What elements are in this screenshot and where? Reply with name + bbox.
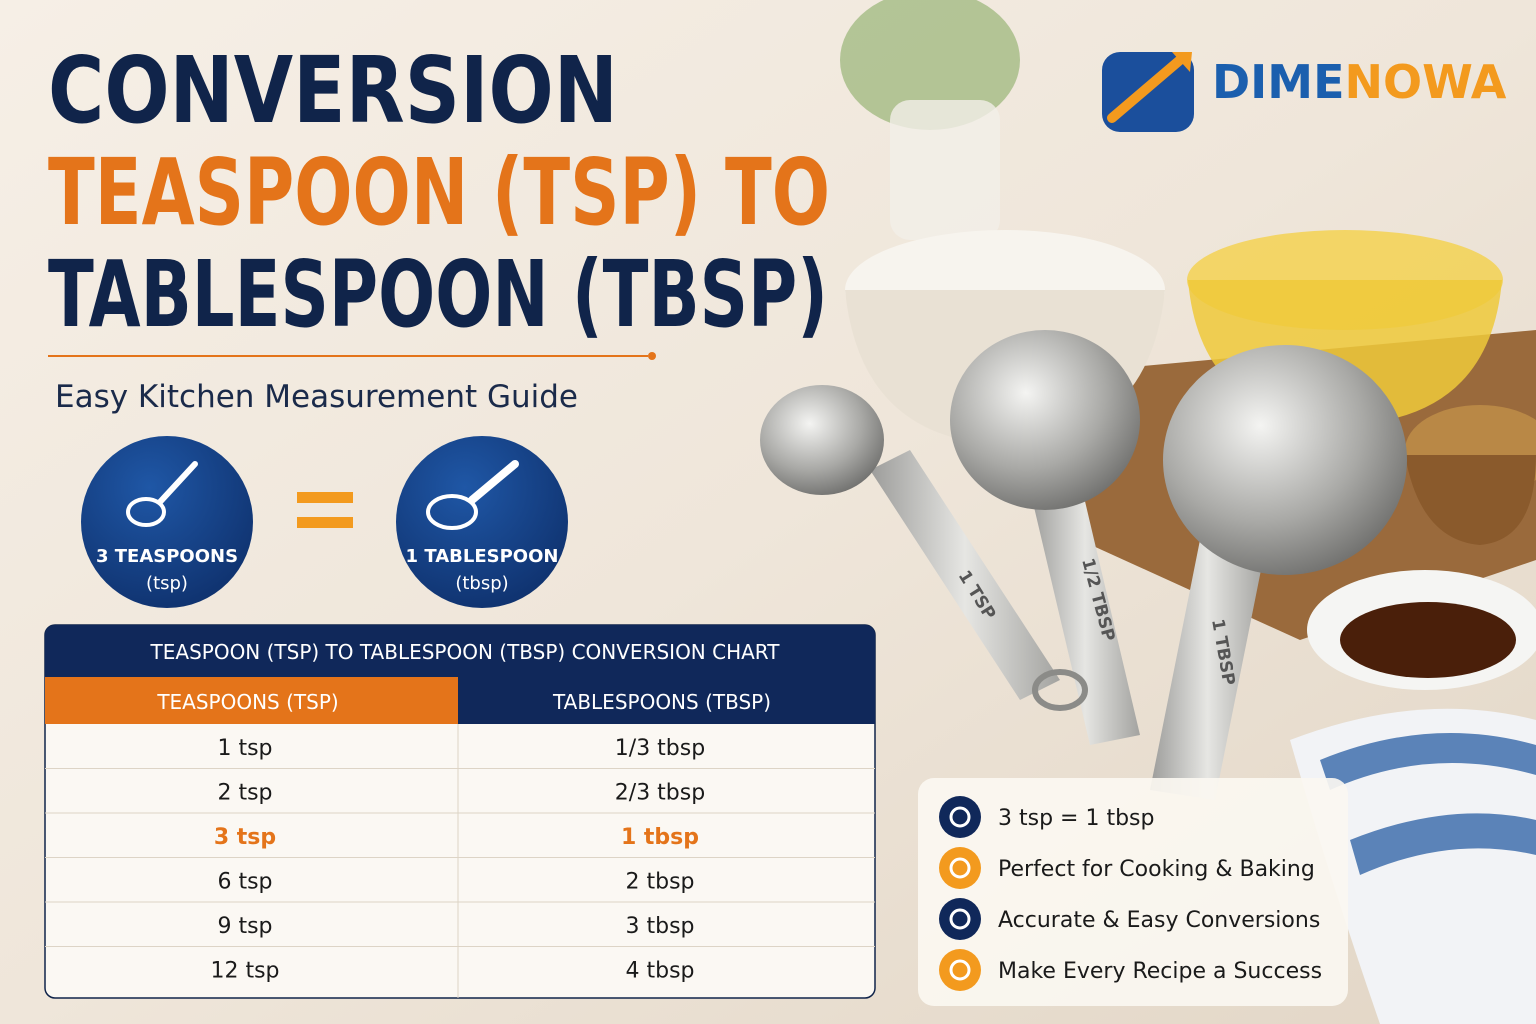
spoon-handle [870, 450, 1060, 700]
sugar-bowl [1405, 455, 1536, 545]
header-cell [458, 677, 875, 724]
equation-unit: (tbsp) [455, 573, 508, 594]
cell: 1 tsp [217, 736, 272, 761]
subtitle: Easy Kitchen Measurement Guide [55, 379, 578, 415]
cell: 9 tsp [217, 914, 272, 939]
feature-icon-inner [949, 959, 971, 981]
cell: 3 tsp [214, 825, 276, 850]
feature-icon-inner [949, 857, 971, 879]
spoon-bowl [950, 330, 1140, 510]
sauce [1340, 602, 1516, 678]
divider-dot [648, 352, 656, 360]
spoon-icon [157, 461, 198, 505]
equation-label: 3 TEASPOONS [96, 546, 238, 567]
table-title: TEASPOON (TSP) TO TABLESPOON (TBSP) CONV… [150, 640, 781, 664]
feature-icon [939, 796, 981, 838]
spoons: 1 TSP 1/2 TBSP 1 TBSP [760, 330, 1407, 800]
title-line: CONVERSION [48, 37, 618, 144]
spoon-icon [426, 494, 478, 530]
table-title-bar [45, 625, 875, 677]
header: TABLESPOONS (TBSP) [552, 690, 771, 714]
cell: 2 tbsp [625, 870, 694, 895]
equals [297, 492, 353, 503]
cell: 1 tbsp [621, 825, 699, 850]
feature: Perfect for Cooking & Baking [998, 857, 1315, 882]
title-line: TABLESPOON (TBSP) [48, 241, 828, 348]
cell: 3 tbsp [625, 914, 694, 939]
spoon-handle [1030, 480, 1140, 745]
spoon-bowl [760, 385, 884, 495]
header-cell [45, 677, 458, 724]
logo-part: DIME [1212, 55, 1345, 109]
plant [840, 0, 1020, 130]
features-panel [918, 778, 1348, 1006]
logo-arrow-head [1172, 52, 1192, 72]
feature: Make Every Recipe a Success [998, 959, 1322, 984]
equation-label: 1 TABLESPOON [406, 546, 559, 567]
circle [81, 436, 253, 608]
towel-stripe [1320, 733, 1536, 790]
spoon-icon [468, 460, 519, 504]
title-line: TEASPOON (TSP) TO [48, 139, 830, 246]
cell: 12 tsp [210, 959, 279, 984]
equals [297, 517, 353, 528]
feature-icon [939, 847, 981, 889]
features: 3 tsp = 1 tbsp Perfect for Cooking & Baki… [918, 778, 1348, 1006]
towel [1290, 708, 1536, 1024]
equation: 3 TEASPOONS (tsp) 1 TABLESPOON (tbsp) [81, 436, 568, 608]
logo-part: NOWA [1345, 55, 1507, 109]
logo-arrow [1107, 55, 1185, 123]
circle [396, 436, 568, 608]
towel-stripe [1350, 813, 1536, 875]
spoon-icon [126, 497, 166, 527]
spoon-handle [1150, 540, 1265, 800]
ring [1032, 669, 1088, 711]
feature-icon-inner [949, 908, 971, 930]
equation-unit: (tsp) [146, 573, 188, 594]
conversion-table: TEASPOON (TSP) TO TABLESPOON (TBSP) CONV… [44, 624, 876, 999]
feature-icon [939, 949, 981, 991]
feature-icon-inner [949, 806, 971, 828]
cell: 4 tbsp [625, 959, 694, 984]
cell: 6 tsp [217, 870, 272, 895]
logo-text: DIMENOWA [1212, 55, 1507, 109]
feature: Accurate & Easy Conversions [998, 908, 1320, 933]
cell: 2/3 tbsp [615, 781, 705, 806]
cell: 1/3 tbsp [615, 736, 705, 761]
feature: 3 tsp = 1 tbsp [998, 806, 1154, 831]
feature-icon [939, 898, 981, 940]
spoon-bowl [1163, 345, 1407, 575]
header: TEASPOONS (TSP) [156, 690, 338, 714]
logo: DIMENOWA [1102, 52, 1507, 132]
cell: 2 tsp [217, 781, 272, 806]
pot [890, 100, 1000, 240]
